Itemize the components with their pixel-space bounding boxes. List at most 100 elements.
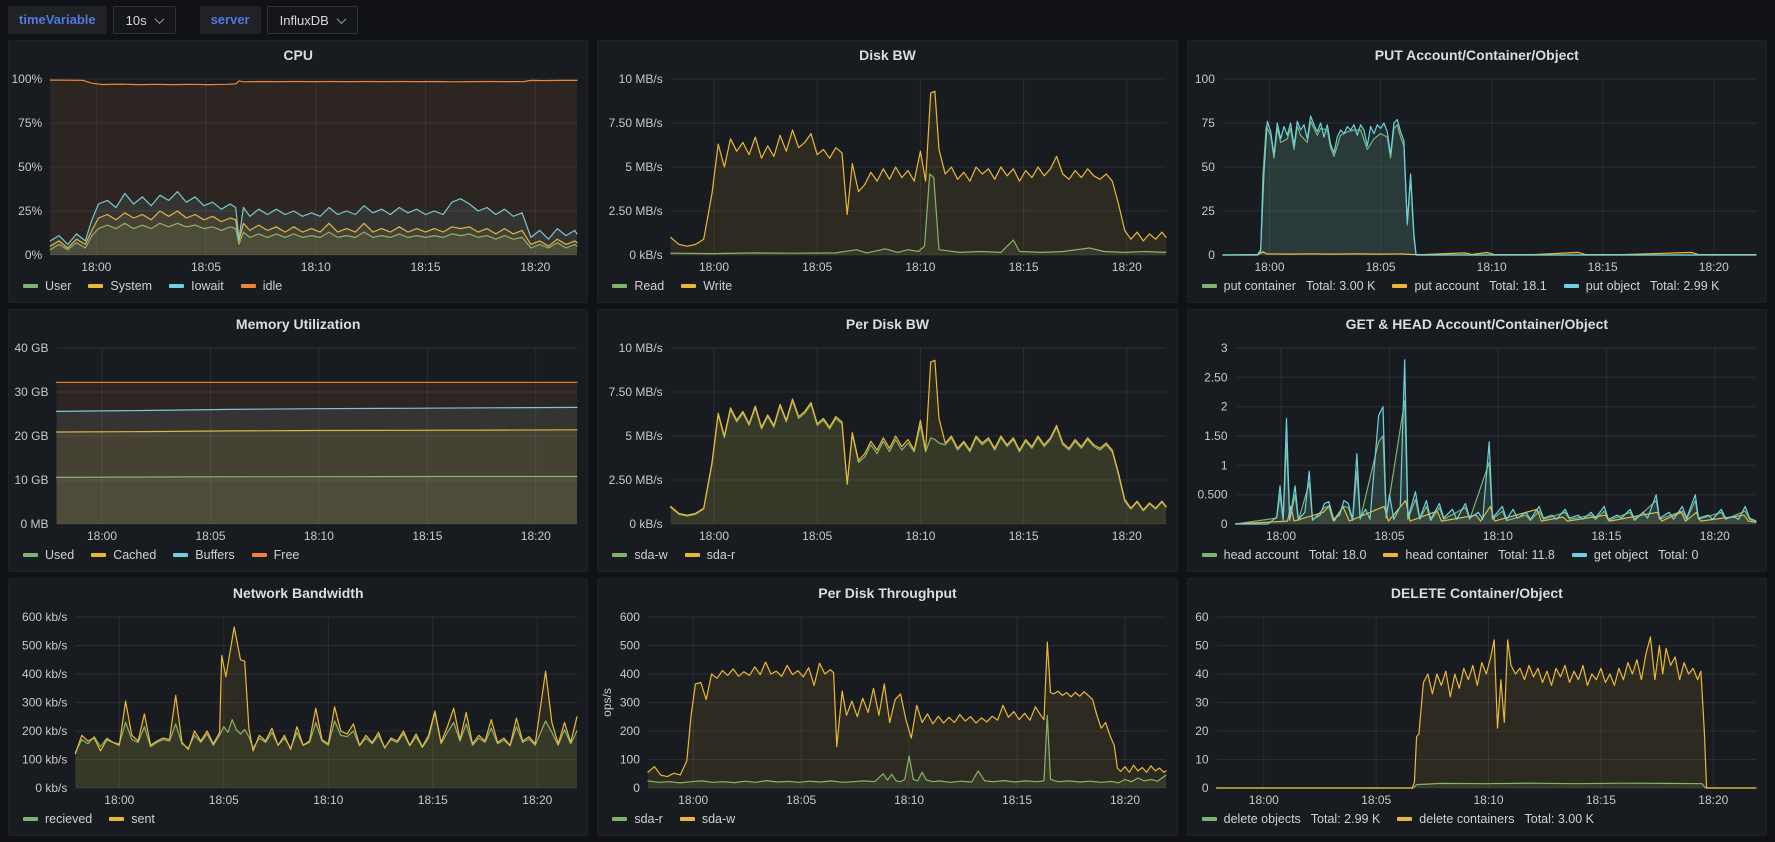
series-color-swatch: [612, 816, 628, 821]
chart-legend: User System Iowait idle: [9, 276, 587, 302]
series-label: put object: [1585, 278, 1640, 293]
svg-text:0 MB: 0 MB: [20, 517, 48, 531]
legend-item[interactable]: sda-r: [612, 811, 663, 826]
svg-text:18:10: 18:10: [894, 793, 924, 807]
legend-item[interactable]: Iowait: [169, 279, 224, 293]
series-label: System: [110, 278, 153, 293]
series-label: delete objects: [1223, 811, 1301, 826]
series-color-swatch: [1201, 283, 1217, 288]
variable-label-server: server: [199, 6, 261, 34]
svg-text:7.50 MB/s: 7.50 MB/s: [609, 116, 663, 130]
legend-item[interactable]: Used: [23, 548, 74, 562]
svg-text:10 GB: 10 GB: [14, 473, 48, 487]
legend-item[interactable]: get object Total: 0: [1571, 547, 1698, 562]
svg-text:18:15: 18:15: [418, 793, 448, 807]
panel-put-account-container-object: PUT Account/Container/Object 0 25 50 75 100 1…: [1186, 40, 1767, 303]
time-series-chart[interactable]: 0 kB/s 2.50 MB/s 5 MB/s 7.50 MB/s 10 MB/s 18:…: [598, 338, 1176, 545]
legend-item[interactable]: sent: [109, 812, 155, 826]
series-label: Used: [45, 547, 75, 562]
series-label: sda-r: [634, 811, 663, 826]
legend-item[interactable]: idle: [240, 279, 282, 293]
legend-item[interactable]: delete containers Total: 3.00 K: [1397, 812, 1594, 826]
time-series-chart[interactable]: 0 MB 10 GB 20 GB 30 GB 40 GB 18:00 18:05 18:10 1…: [9, 338, 587, 545]
svg-text:1.50: 1.50: [1204, 429, 1228, 443]
legend-item[interactable]: Write: [681, 279, 732, 293]
variable-value-text: 10s: [125, 12, 147, 28]
legend-item[interactable]: System: [88, 279, 152, 293]
time-series-chart[interactable]: 0 kB/s 2.50 MB/s 5 MB/s 7.50 MB/s 10 MB/s 18:…: [598, 69, 1176, 276]
svg-text:0 kB/s: 0 kB/s: [630, 248, 663, 262]
svg-text:75: 75: [1201, 116, 1215, 130]
panel-disk-bw: Disk BW 0 kB/s 2.50 MB/s 5 MB/s 7.50 MB/s 10…: [597, 40, 1178, 303]
svg-text:18:20: 18:20: [1699, 529, 1729, 543]
svg-text:18:20: 18:20: [1112, 529, 1142, 543]
legend-item[interactable]: put account Total: 18.1: [1392, 279, 1547, 293]
variable-dropdown-server[interactable]: InfluxDB: [266, 6, 358, 34]
panel-title[interactable]: Per Disk Throughput: [818, 585, 957, 601]
svg-text:0 kb/s: 0 kb/s: [35, 781, 67, 795]
svg-text:25: 25: [1201, 204, 1215, 218]
legend-item[interactable]: Free: [251, 547, 300, 562]
legend-item[interactable]: recieved: [23, 812, 92, 826]
svg-text:18:10: 18:10: [301, 260, 331, 274]
panel-title[interactable]: Disk BW: [859, 47, 916, 63]
panel-title[interactable]: GET & HEAD Account/Container/Object: [1345, 316, 1609, 332]
legend-item[interactable]: head account Total: 18.0: [1201, 547, 1367, 562]
svg-text:18:15: 18:15: [1002, 793, 1032, 807]
legend-item[interactable]: head container Total: 11.8: [1383, 548, 1555, 562]
legend-item[interactable]: put container Total: 3.00 K: [1201, 278, 1375, 293]
series-label: Free: [273, 547, 300, 562]
panel-title[interactable]: Memory Utilization: [235, 316, 361, 332]
time-series-chart[interactable]: 0 10 20 30 40 50 60 18:00 18:05 18:10 18:15 18:20: [1188, 607, 1766, 809]
series-color-swatch: [1201, 816, 1217, 821]
svg-text:5 MB/s: 5 MB/s: [626, 429, 663, 443]
time-series-chart[interactable]: 0% 25% 50% 75% 100% 18:00 18:05 18:10 18:15 18:20: [9, 69, 587, 276]
panel-title[interactable]: DELETE Container/Object: [1390, 585, 1563, 601]
time-series-chart[interactable]: 0 kb/s 100 kb/s 200 kb/s 300 kb/s 400 kb/s 50…: [9, 607, 587, 809]
panel-title[interactable]: PUT Account/Container/Object: [1374, 47, 1579, 63]
series-label: put container: [1223, 278, 1296, 293]
legend-item[interactable]: delete objects Total: 2.99 K: [1201, 811, 1380, 826]
svg-text:18:20: 18:20: [520, 260, 550, 274]
legend-item[interactable]: sda-w: [679, 812, 735, 826]
svg-text:18:00: 18:00: [1248, 793, 1278, 807]
variable-dropdown-timevariable[interactable]: 10s: [112, 6, 176, 34]
legend-item[interactable]: Cached: [91, 548, 156, 562]
panel-network-bandwidth: Network Bandwidth 0 kb/s 100 kb/s 200 kb/s…: [8, 578, 589, 836]
chart-legend: head account Total: 18.0 head container Tot…: [1188, 545, 1766, 571]
series-label: sda-w: [634, 547, 668, 562]
svg-text:200: 200: [620, 724, 640, 738]
time-series-chart[interactable]: 0 0.500 1 1.50 2 2.50 3 18:00 18:05 18:10 18:15 18:…: [1188, 338, 1766, 545]
svg-text:0 kB/s: 0 kB/s: [630, 517, 663, 531]
svg-text:18:20: 18:20: [521, 529, 551, 543]
svg-text:18:00: 18:00: [699, 260, 729, 274]
svg-text:50: 50: [1195, 639, 1209, 653]
svg-text:200 kb/s: 200 kb/s: [22, 724, 67, 738]
series-color-swatch: [109, 816, 125, 821]
time-series-chart[interactable]: 0 100 200 300 400 500 600 18:00 18:05 18:10 18:15 1…: [598, 607, 1176, 809]
legend-item[interactable]: User: [23, 279, 71, 293]
svg-text:18:20: 18:20: [1698, 793, 1728, 807]
series-label: sent: [131, 811, 155, 826]
legend-item[interactable]: sda-r: [684, 548, 735, 562]
svg-text:18:00: 18:00: [87, 529, 117, 543]
panel-title[interactable]: CPU: [283, 47, 313, 63]
time-series-chart[interactable]: 0 25 50 75 100 18:00 18:05 18:10 18:15 18:20: [1188, 69, 1766, 276]
panel-title[interactable]: Network Bandwidth: [232, 585, 364, 601]
series-label: recieved: [45, 811, 93, 826]
svg-text:18:05: 18:05: [1361, 793, 1391, 807]
svg-text:18:00: 18:00: [699, 529, 729, 543]
series-total: Total: 18.0: [1308, 547, 1367, 562]
svg-text:25%: 25%: [18, 204, 42, 218]
panel-title[interactable]: Per Disk BW: [845, 316, 930, 332]
svg-text:100: 100: [1195, 72, 1215, 86]
legend-item[interactable]: put object Total: 2.99 K: [1563, 278, 1719, 293]
svg-text:500 kb/s: 500 kb/s: [22, 639, 67, 653]
series-label: User: [45, 278, 72, 293]
legend-item[interactable]: Read: [612, 279, 664, 293]
svg-text:18:05: 18:05: [209, 793, 239, 807]
legend-item[interactable]: Buffers: [173, 548, 235, 562]
legend-item[interactable]: sda-w: [612, 547, 668, 562]
series-label: get object: [1593, 547, 1649, 562]
chevron-down-icon: [336, 13, 347, 24]
